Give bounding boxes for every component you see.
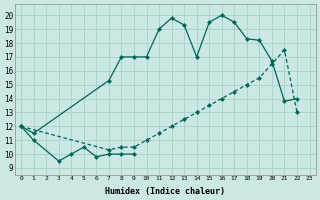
X-axis label: Humidex (Indice chaleur): Humidex (Indice chaleur) [105, 187, 225, 196]
